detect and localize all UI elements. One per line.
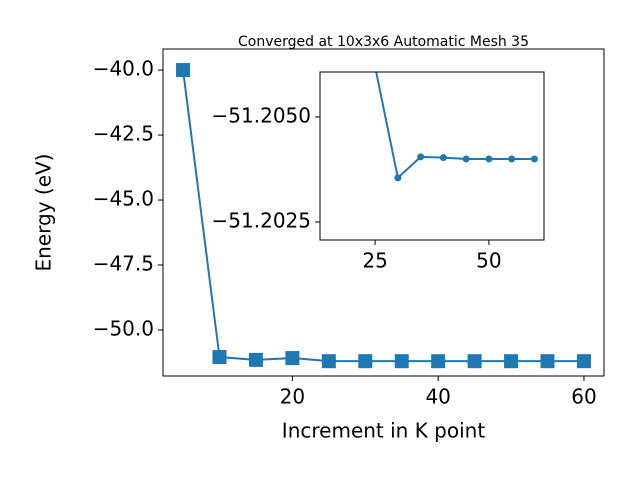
marker <box>248 352 263 367</box>
marker <box>417 153 425 161</box>
marker <box>576 354 591 369</box>
x-tick-label: 20 <box>280 385 305 409</box>
marker <box>504 354 519 369</box>
axes-frame <box>319 71 545 241</box>
marker <box>321 354 336 369</box>
chart-title: Converged at 10x3x6 Automatic Mesh 35 <box>238 34 529 50</box>
marker <box>439 154 447 162</box>
y-tick-label: −45.0 <box>93 187 154 211</box>
y-tick-label: −42.5 <box>93 122 154 146</box>
series-group <box>176 63 591 369</box>
x-tick-label: 50 <box>476 249 501 273</box>
x-tick-label: 40 <box>425 385 450 409</box>
x-tick-label: 25 <box>362 249 387 273</box>
marker <box>394 174 402 182</box>
marker <box>467 354 482 369</box>
marker <box>540 354 555 369</box>
marker <box>212 350 227 365</box>
y-tick-label: −40.0 <box>93 57 154 81</box>
marker <box>462 155 470 163</box>
y-tick-label: −51.2025 <box>212 208 311 232</box>
marker <box>431 354 446 369</box>
y-tick-label: −51.2050 <box>212 103 311 127</box>
marker <box>176 63 191 78</box>
y-tick-label: −50.0 <box>93 316 154 340</box>
y-axis-label: Energy (eV) <box>32 154 56 272</box>
series-line <box>375 72 535 180</box>
marker <box>485 155 493 163</box>
series-group <box>375 72 538 182</box>
marker <box>358 354 373 369</box>
marker <box>508 155 516 163</box>
marker <box>394 354 409 369</box>
x-tick-label: 60 <box>571 385 596 409</box>
plot-area <box>320 72 544 240</box>
marker <box>530 155 538 163</box>
axes-frame <box>162 48 605 377</box>
x-axis-label: Increment in K point <box>282 419 486 443</box>
y-tick-label: −47.5 <box>93 252 154 276</box>
marker <box>285 351 300 366</box>
